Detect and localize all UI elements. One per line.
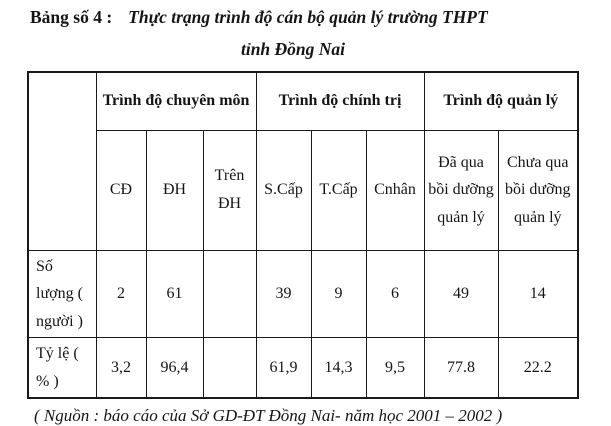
cell-value: 9 [310,249,367,339]
corner-cell [27,71,97,251]
cell-value [202,249,257,339]
cell-value: 22.2 [497,337,579,399]
cell-value: 14,3 [310,337,367,399]
sub-header-dh: ĐH [145,129,204,251]
cell-value: 3,2 [95,337,147,399]
cell-value: 9,5 [365,337,425,399]
cell-value: 14 [497,249,579,339]
table-row-so-luong: Số lượng ( người ) 2 61 39 9 6 49 14 [27,249,579,339]
cell-value: 6 [365,249,425,339]
cell-value: 39 [255,249,312,339]
sub-header-da-qua-boi-duong: Đã qua bồi dưỡng quản lý [423,129,499,251]
group-header-chuyen-mon: Trình độ chuyên môn [95,71,257,131]
source-note: ( Nguồn : báo cáo của Sở GD-ĐT Đồng Nai-… [34,406,503,426]
cell-value [202,337,257,399]
table-title: Bảng số 4 : Thực trạng trình độ cán bộ qu… [0,0,611,60]
title-line-2: tỉnh Đồng Nai [240,39,346,59]
group-header-chinh-tri: Trình độ chính trị [255,71,425,131]
sub-header-so-cap: S.Cấp [255,129,312,251]
cell-value: 2 [95,249,147,339]
table-number-label: Bảng số 4 : [30,7,113,27]
group-header-quan-ly: Trình độ quản lý [423,71,579,131]
sub-header-cd: CĐ [95,129,147,251]
sub-header-cu-nhan: Cnhân [365,129,425,251]
data-table: Trình độ chuyên môn Trình độ chính trị T… [27,71,579,400]
title-line-1: Bảng số 4 : Thực trạng trình độ cán bộ qu… [0,7,611,28]
group-header-row: Trình độ chuyên môn Trình độ chính trị T… [27,71,579,251]
table-row-ty-le: Tỷ lệ ( % ) 3,2 96,4 61,9 14,3 9,5 77.8 … [27,337,579,399]
row-label-ty-le: Tỷ lệ ( % ) [27,337,97,399]
cell-value: 96,4 [145,337,204,399]
sub-header-trung-cap: T.Cấp [310,129,367,251]
cell-value: 77.8 [423,337,499,399]
cell-value: 61,9 [255,337,312,399]
cell-value: 61 [145,249,204,339]
cell-value: 49 [423,249,499,339]
sub-header-chua-qua-boi-duong: Chưa qua bồi dưỡng quản lý [497,129,579,251]
row-label-so-luong: Số lượng ( người ) [27,249,97,339]
sub-header-row: CĐ ĐH Trên ĐH S.Cấp T.Cấp Cnhân Đã qua b… [28,129,579,251]
sub-header-tren-dh: Trên ĐH [202,129,257,251]
title-text: Thực trạng trình độ cán bộ quản lý trườn… [128,7,488,27]
